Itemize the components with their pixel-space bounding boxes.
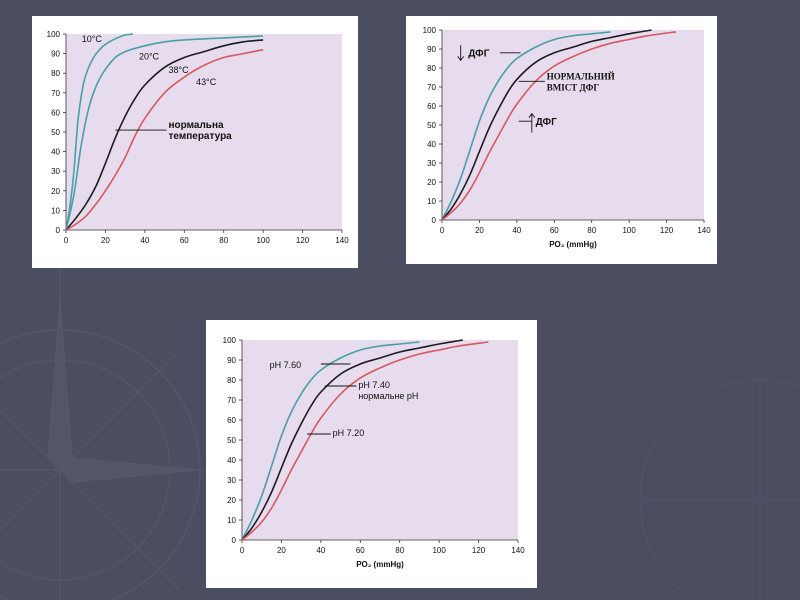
x-tick-label: 80	[219, 236, 228, 245]
annotation-ph-720: pH 7.20	[333, 428, 365, 438]
arrow-up-icon	[528, 112, 536, 118]
chart-panel-temperature: 0 10 20 30 40 50 60 70 80 90 100 0 20 40 60 80 100 120 140…	[32, 16, 358, 268]
x-tick-label: 120	[296, 236, 310, 245]
x-tick-label: 80	[587, 226, 596, 235]
x-tick-label: 40	[512, 226, 521, 235]
series-label-20c: 20°C	[139, 51, 160, 61]
annotation-normal-temperature: нормальна	[169, 120, 224, 131]
x-tick-label: 20	[277, 546, 286, 555]
x-tick-label: 40	[140, 236, 149, 245]
series-line	[441, 29, 652, 221]
annotation-ph-740: нормальне pH	[358, 391, 418, 401]
x-tick-label: 100	[256, 236, 270, 245]
temperature-chart: 0 10 20 30 40 50 60 70 80 90 100 0 20 40 60 80 100 120 140…	[47, 30, 350, 245]
y-tick-label: 100	[47, 30, 61, 39]
x-axis-label: PO₂ (mmHg)	[549, 240, 597, 249]
y-tick-label: 80	[427, 64, 436, 73]
annotation-low-dpg: ДФГ	[468, 49, 490, 60]
series-line	[241, 339, 463, 541]
y-tick-label: 60	[227, 416, 236, 425]
annotation-ph-760: pH 7.60	[270, 360, 302, 370]
y-tick-label: 0	[56, 226, 61, 235]
x-tick-label: 100	[432, 546, 446, 555]
y-tick-label: 50	[227, 436, 236, 445]
y-tick-label: 0	[432, 216, 437, 225]
chart-panel-dpg: 0 10 20 30 40 50 60 70 80 90 100 0 20 40 60 80 100 120 140…	[406, 16, 717, 264]
series-label-10c: 10°C	[82, 34, 103, 44]
series-line	[241, 341, 420, 541]
y-tick-label: 10	[51, 206, 60, 215]
x-tick-label: 60	[180, 236, 189, 245]
y-tick-label: 80	[51, 69, 60, 78]
x-tick-label: 140	[335, 236, 349, 245]
x-tick-label: 20	[101, 236, 110, 245]
series-line	[65, 48, 264, 231]
y-tick-label: 30	[427, 159, 436, 168]
y-tick-label: 0	[232, 536, 237, 545]
y-tick-label: 100	[223, 336, 237, 345]
x-tick-label: 140	[697, 226, 711, 235]
plot-area	[242, 340, 518, 540]
annotation-normal-dpg: НОРМАЛЬНИЙ	[547, 71, 615, 81]
series-label-43c: 43°C	[196, 77, 217, 87]
annotation-normal-temperature: температура	[169, 131, 233, 142]
y-tick-label: 80	[227, 376, 236, 385]
y-tick-label: 90	[227, 356, 236, 365]
y-tick-label: 50	[51, 128, 60, 137]
y-tick-label: 50	[427, 121, 436, 130]
y-tick-label: 90	[427, 45, 436, 54]
y-tick-label: 20	[51, 187, 60, 196]
x-tick-label: 100	[622, 226, 636, 235]
series-line	[441, 31, 677, 221]
x-axis-label: PO₂ (mmHg)	[356, 560, 404, 569]
y-tick-label: 40	[227, 456, 236, 465]
annotation-normal-dpg: ВМІСТ ДФГ	[547, 82, 600, 92]
series-line	[441, 31, 611, 221]
y-tick-label: 20	[227, 496, 236, 505]
y-tick-label: 10	[227, 516, 236, 525]
ph-chart: 0 10 20 30 40 50 60 70 80 90 100 0 20 40 60 80 100 120 140…	[223, 336, 526, 569]
series-label-38c: 38°C	[169, 65, 190, 75]
x-tick-label: 140	[511, 546, 525, 555]
dpg-chart: 0 10 20 30 40 50 60 70 80 90 100 0 20 40 60 80 100 120 140…	[423, 26, 712, 249]
plot-area	[66, 34, 342, 230]
y-tick-label: 70	[51, 89, 60, 98]
x-tick-label: 0	[64, 236, 69, 245]
x-tick-label: 40	[316, 546, 325, 555]
y-tick-label: 70	[427, 83, 436, 92]
y-tick-label: 30	[227, 476, 236, 485]
y-tick-label: 60	[51, 108, 60, 117]
x-tick-label: 60	[356, 546, 365, 555]
x-tick-label: 20	[475, 226, 484, 235]
chart-panel-ph: 0 10 20 30 40 50 60 70 80 90 100 0 20 40 60 80 100 120 140…	[206, 320, 537, 588]
annotation-high-dpg: ДФГ	[536, 117, 558, 128]
y-tick-label: 20	[427, 178, 436, 187]
y-tick-label: 10	[427, 197, 436, 206]
y-tick-label: 90	[51, 50, 60, 59]
y-tick-label: 60	[427, 102, 436, 111]
series-line	[241, 341, 489, 541]
series-line	[65, 35, 264, 231]
y-tick-label: 40	[427, 140, 436, 149]
y-tick-label: 70	[227, 396, 236, 405]
x-tick-label: 120	[660, 226, 674, 235]
x-tick-label: 0	[240, 546, 245, 555]
series-line	[65, 39, 264, 231]
arrow-down-icon	[457, 56, 465, 62]
y-tick-label: 30	[51, 167, 60, 176]
y-tick-label: 40	[51, 148, 60, 157]
x-tick-label: 120	[472, 546, 486, 555]
plot-area	[442, 30, 704, 220]
x-tick-label: 0	[440, 226, 445, 235]
annotation-ph-740: pH 7.40	[358, 380, 390, 390]
x-tick-label: 80	[395, 546, 404, 555]
x-tick-label: 60	[550, 226, 559, 235]
y-tick-label: 100	[423, 26, 437, 35]
series-line	[65, 33, 134, 231]
